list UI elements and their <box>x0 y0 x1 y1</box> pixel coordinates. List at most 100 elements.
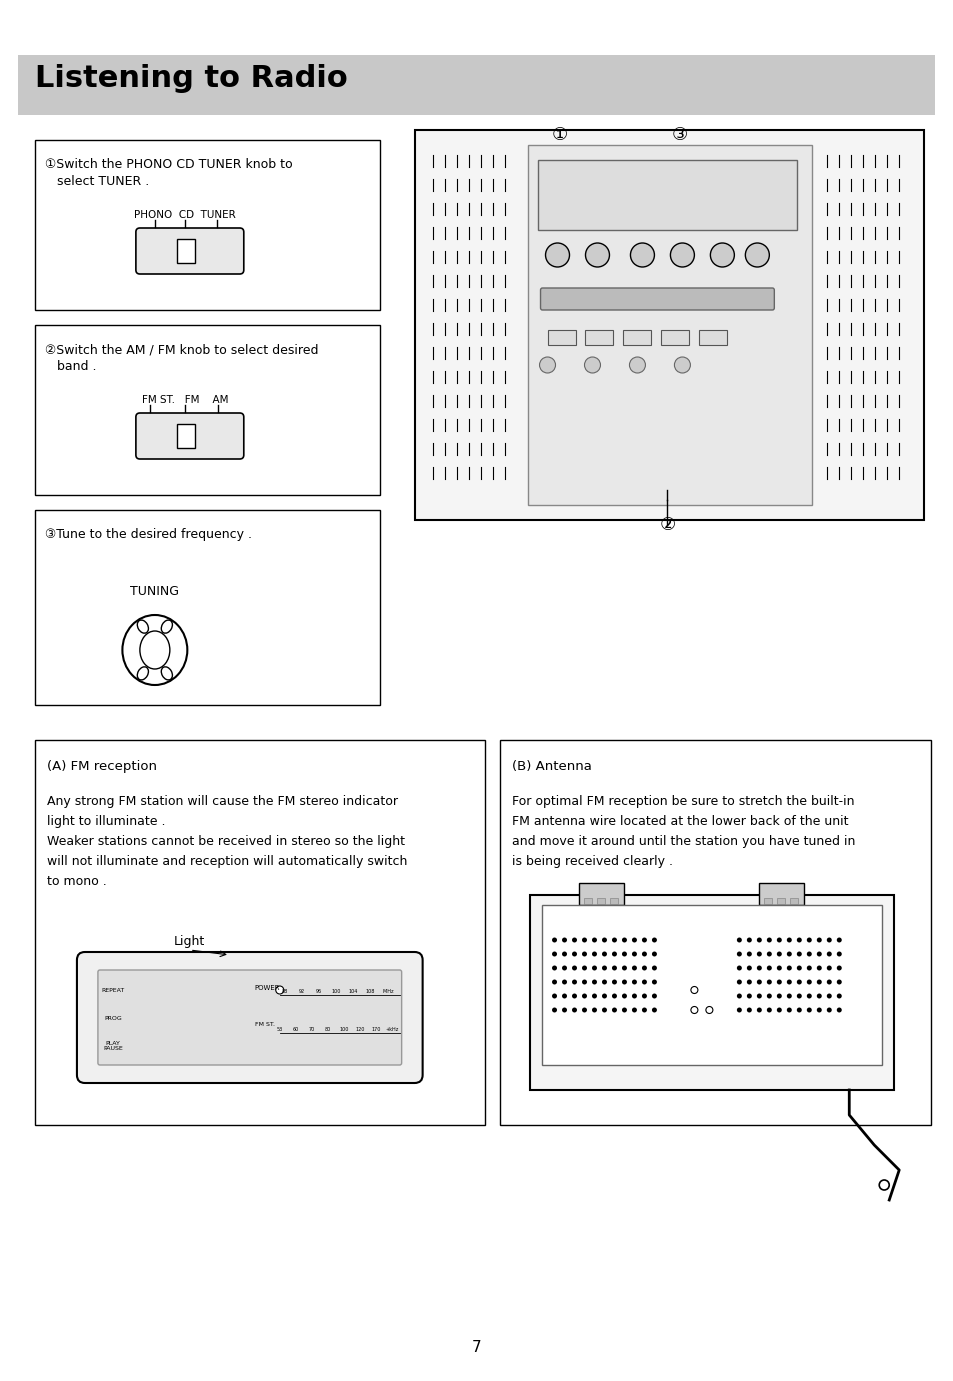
Circle shape <box>572 979 577 985</box>
Circle shape <box>816 993 821 998</box>
Text: ②Switch the AM / FM knob to select desired: ②Switch the AM / FM knob to select desir… <box>45 342 318 356</box>
Circle shape <box>756 979 761 985</box>
Text: 100: 100 <box>338 1027 348 1032</box>
Circle shape <box>776 979 781 985</box>
Circle shape <box>651 952 657 957</box>
Bar <box>763 898 772 905</box>
Circle shape <box>552 979 557 985</box>
Bar <box>35 510 379 704</box>
Circle shape <box>756 952 761 957</box>
Circle shape <box>776 952 781 957</box>
Circle shape <box>836 993 841 998</box>
FancyBboxPatch shape <box>135 413 244 458</box>
Text: Any strong FM station will cause the FM stereo indicator: Any strong FM station will cause the FM … <box>47 795 397 808</box>
Circle shape <box>572 1008 577 1012</box>
Circle shape <box>756 1008 761 1012</box>
Circle shape <box>826 965 831 971</box>
Circle shape <box>786 979 791 985</box>
Circle shape <box>776 938 781 942</box>
Circle shape <box>641 965 646 971</box>
Text: 120: 120 <box>355 1027 364 1032</box>
Circle shape <box>552 952 557 957</box>
Circle shape <box>786 1008 791 1012</box>
Text: ①: ① <box>551 126 567 144</box>
Circle shape <box>796 938 801 942</box>
Bar <box>176 424 194 447</box>
Ellipse shape <box>140 631 170 668</box>
Text: and move it around until the station you have tuned in: and move it around until the station you… <box>511 836 854 848</box>
Circle shape <box>670 243 694 267</box>
Text: ②: ② <box>659 516 675 534</box>
Text: 104: 104 <box>348 989 357 994</box>
Text: FM ST.   FM    AM: FM ST. FM AM <box>141 395 228 405</box>
Text: ③Tune to the desired frequency .: ③Tune to the desired frequency . <box>45 528 252 541</box>
Circle shape <box>806 1008 811 1012</box>
Circle shape <box>641 979 646 985</box>
Bar <box>789 898 798 905</box>
Circle shape <box>581 1008 586 1012</box>
Circle shape <box>736 979 741 985</box>
Circle shape <box>736 1008 741 1012</box>
Text: 53: 53 <box>276 1027 283 1032</box>
Circle shape <box>776 993 781 998</box>
Text: PLAY
PAUSE: PLAY PAUSE <box>103 1041 123 1051</box>
Circle shape <box>552 1008 557 1012</box>
Text: FM antenna wire located at the lower back of the unit: FM antenna wire located at the lower bac… <box>511 815 847 829</box>
Circle shape <box>776 965 781 971</box>
Circle shape <box>736 938 741 942</box>
Circle shape <box>601 1008 606 1012</box>
Text: will not illuminate and reception will automatically switch: will not illuminate and reception will a… <box>47 855 407 869</box>
Circle shape <box>561 979 566 985</box>
Text: 108: 108 <box>365 989 374 994</box>
Circle shape <box>611 952 617 957</box>
Bar <box>584 898 592 905</box>
Bar <box>597 898 605 905</box>
Bar <box>597 907 605 913</box>
Bar <box>537 160 797 231</box>
Circle shape <box>621 1008 626 1012</box>
Circle shape <box>806 938 811 942</box>
Circle shape <box>836 965 841 971</box>
Circle shape <box>581 993 586 998</box>
Circle shape <box>826 1008 831 1012</box>
Text: 96: 96 <box>315 989 321 994</box>
Bar <box>699 330 726 345</box>
Circle shape <box>826 938 831 942</box>
Bar <box>623 330 651 345</box>
Text: 80: 80 <box>324 1027 331 1032</box>
Circle shape <box>776 1008 781 1012</box>
Circle shape <box>690 986 698 993</box>
Bar <box>777 898 784 905</box>
Circle shape <box>621 952 626 957</box>
Text: +kHz: +kHz <box>385 1027 398 1032</box>
Circle shape <box>651 979 657 985</box>
Circle shape <box>766 938 771 942</box>
Circle shape <box>631 1008 637 1012</box>
Circle shape <box>736 965 741 971</box>
Circle shape <box>736 993 741 998</box>
Bar <box>547 330 575 345</box>
Circle shape <box>756 993 761 998</box>
Circle shape <box>601 993 606 998</box>
Circle shape <box>674 358 690 373</box>
Text: 170: 170 <box>371 1027 380 1032</box>
Text: 60: 60 <box>293 1027 298 1032</box>
Bar <box>763 907 772 913</box>
Circle shape <box>572 938 577 942</box>
Circle shape <box>621 979 626 985</box>
FancyBboxPatch shape <box>540 289 774 309</box>
Text: select TUNER .: select TUNER . <box>45 175 149 188</box>
Circle shape <box>806 952 811 957</box>
Circle shape <box>641 938 646 942</box>
Text: to mono .: to mono . <box>47 876 107 888</box>
Text: 70: 70 <box>308 1027 314 1032</box>
Circle shape <box>585 243 609 267</box>
Circle shape <box>651 965 657 971</box>
Text: MHz: MHz <box>379 989 393 994</box>
Circle shape <box>879 1179 888 1190</box>
Circle shape <box>766 993 771 998</box>
FancyBboxPatch shape <box>135 228 244 273</box>
Bar <box>541 905 882 1065</box>
Circle shape <box>631 993 637 998</box>
Circle shape <box>552 938 557 942</box>
